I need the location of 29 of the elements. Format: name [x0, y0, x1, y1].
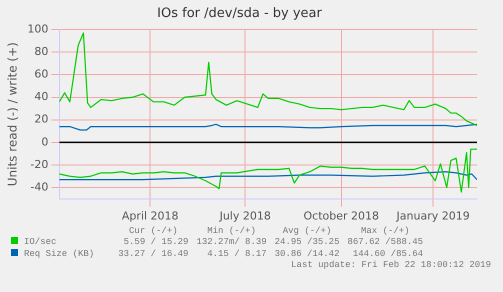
text: 132.27m/ 8.39 [195, 236, 268, 248]
text: 30.86 /14.42 [274, 248, 340, 260]
x-tick-label: April 2018 [122, 209, 179, 222]
text: 4.15 / 8.17 [206, 248, 268, 260]
x-tick-label: July 2018 [218, 209, 271, 222]
y-tick-label: 40 [34, 90, 48, 104]
text: 33.27 / 16.49 [117, 248, 190, 260]
y-tick-label: 60 [34, 68, 48, 81]
text: Avg (-/+) [282, 226, 332, 236]
text: 24.95 /35.25 [274, 236, 340, 248]
legend-label: IO/sec [24, 237, 56, 247]
y-tick-label: -20 [30, 158, 48, 171]
chart-title: IOs for /dev/sda - by year [157, 6, 323, 22]
y-tick-label: 0 [41, 135, 48, 148]
y-axis-title: Units read (-) / write (+) [5, 42, 20, 186]
y-tick-label: 20 [34, 112, 48, 126]
y-tick-label: 80 [34, 45, 48, 58]
text: 144.60 /85.64 [352, 248, 424, 260]
text: Max (-/+) [360, 226, 411, 236]
x-tick-label: October 2018 [304, 209, 380, 222]
text: Last update: Fri Feb 22 18:00:12 2019 [290, 260, 492, 270]
text: 867.62 /588.45 [346, 236, 424, 248]
text: Cur (-/+) [128, 226, 179, 236]
text: 5.59 / 15.29 [122, 236, 190, 248]
y-tick-label: 100 [27, 22, 48, 36]
legend-label: Req Size (KB) [24, 249, 94, 259]
x-tick-label: January 2019 [396, 209, 470, 222]
y-tick-label: -40 [30, 180, 48, 194]
text: Min (-/+) [206, 226, 257, 236]
